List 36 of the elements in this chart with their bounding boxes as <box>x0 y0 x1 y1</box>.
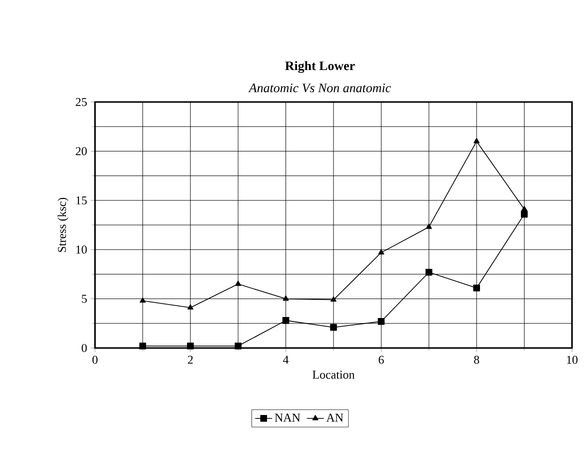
point <box>235 280 242 286</box>
point <box>187 304 194 310</box>
point <box>139 342 146 350</box>
point <box>426 268 432 276</box>
point <box>234 342 242 350</box>
point <box>282 295 289 301</box>
legend-label: AN <box>326 414 344 422</box>
x-tick-label: 8 <box>474 356 480 364</box>
chart-subtitle: Anatomic Vs Non anatomic <box>248 84 391 92</box>
point <box>330 324 337 331</box>
point <box>521 206 528 212</box>
point <box>282 317 290 324</box>
x-tick-label: 6 <box>378 356 384 364</box>
point <box>378 318 385 325</box>
y-tick-label: 0 <box>82 344 87 352</box>
point <box>330 296 336 302</box>
x-tick-label: 4 <box>283 356 289 364</box>
point <box>520 210 528 218</box>
y-tick-label: 10 <box>76 246 87 254</box>
legend-label: NAN <box>274 414 300 422</box>
x-tick-label: 0 <box>92 356 98 364</box>
y-tick-label: 20 <box>76 147 87 156</box>
point <box>473 284 480 292</box>
point <box>426 224 432 229</box>
point <box>140 297 146 303</box>
point <box>187 342 194 350</box>
y-tick-label: 15 <box>76 196 87 204</box>
x-tick-label: 10 <box>567 356 578 364</box>
point <box>378 249 384 254</box>
y-tick-label: 25 <box>76 98 87 106</box>
point <box>474 138 480 144</box>
x-axis-title: Location <box>312 370 355 379</box>
chart-title: Right Lower <box>285 61 355 73</box>
x-tick-label: 2 <box>188 356 193 364</box>
y-axis-title: Stress (ksc) <box>58 198 68 252</box>
y-tick-label: 5 <box>82 294 87 303</box>
